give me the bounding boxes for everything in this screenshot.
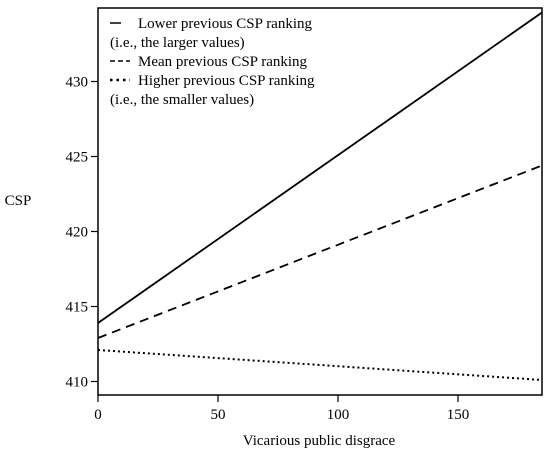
- plot-frame: [97, 7, 543, 396]
- legend-label: Mean previous CSP ranking: [138, 54, 308, 70]
- series-line-solid: [97, 11, 543, 324]
- legend-label: Lower previous CSP ranking: [138, 16, 313, 32]
- series-line-dashed: [97, 164, 543, 339]
- legend: Lower previous CSP ranking (i.e., the lar…: [110, 16, 315, 108]
- y-tick-label: 425: [66, 150, 89, 166]
- x-tick-label: 50: [211, 407, 226, 423]
- legend-label: (i.e., the smaller values): [110, 92, 254, 108]
- series-lines: [97, 11, 543, 381]
- legend-label: (i.e., the larger values): [110, 35, 245, 51]
- y-axis-title: CSP: [5, 193, 32, 209]
- y-tick-label: 420: [66, 225, 89, 241]
- x-axis: 0 50 100 150: [94, 395, 469, 423]
- series-line-dotted: [97, 349, 543, 381]
- y-axis: 410 415 420 425 430: [66, 75, 98, 391]
- x-tick-label: 150: [447, 407, 470, 423]
- legend-label: Higher previous CSP ranking: [138, 73, 315, 89]
- x-tick-label: 100: [327, 407, 350, 423]
- y-tick-label: 410: [66, 375, 89, 391]
- y-tick-label: 415: [66, 300, 89, 316]
- y-tick-label: 430: [66, 75, 89, 91]
- x-axis-title: Vicarious public disgrace: [243, 433, 396, 449]
- x-tick-label: 0: [94, 407, 102, 423]
